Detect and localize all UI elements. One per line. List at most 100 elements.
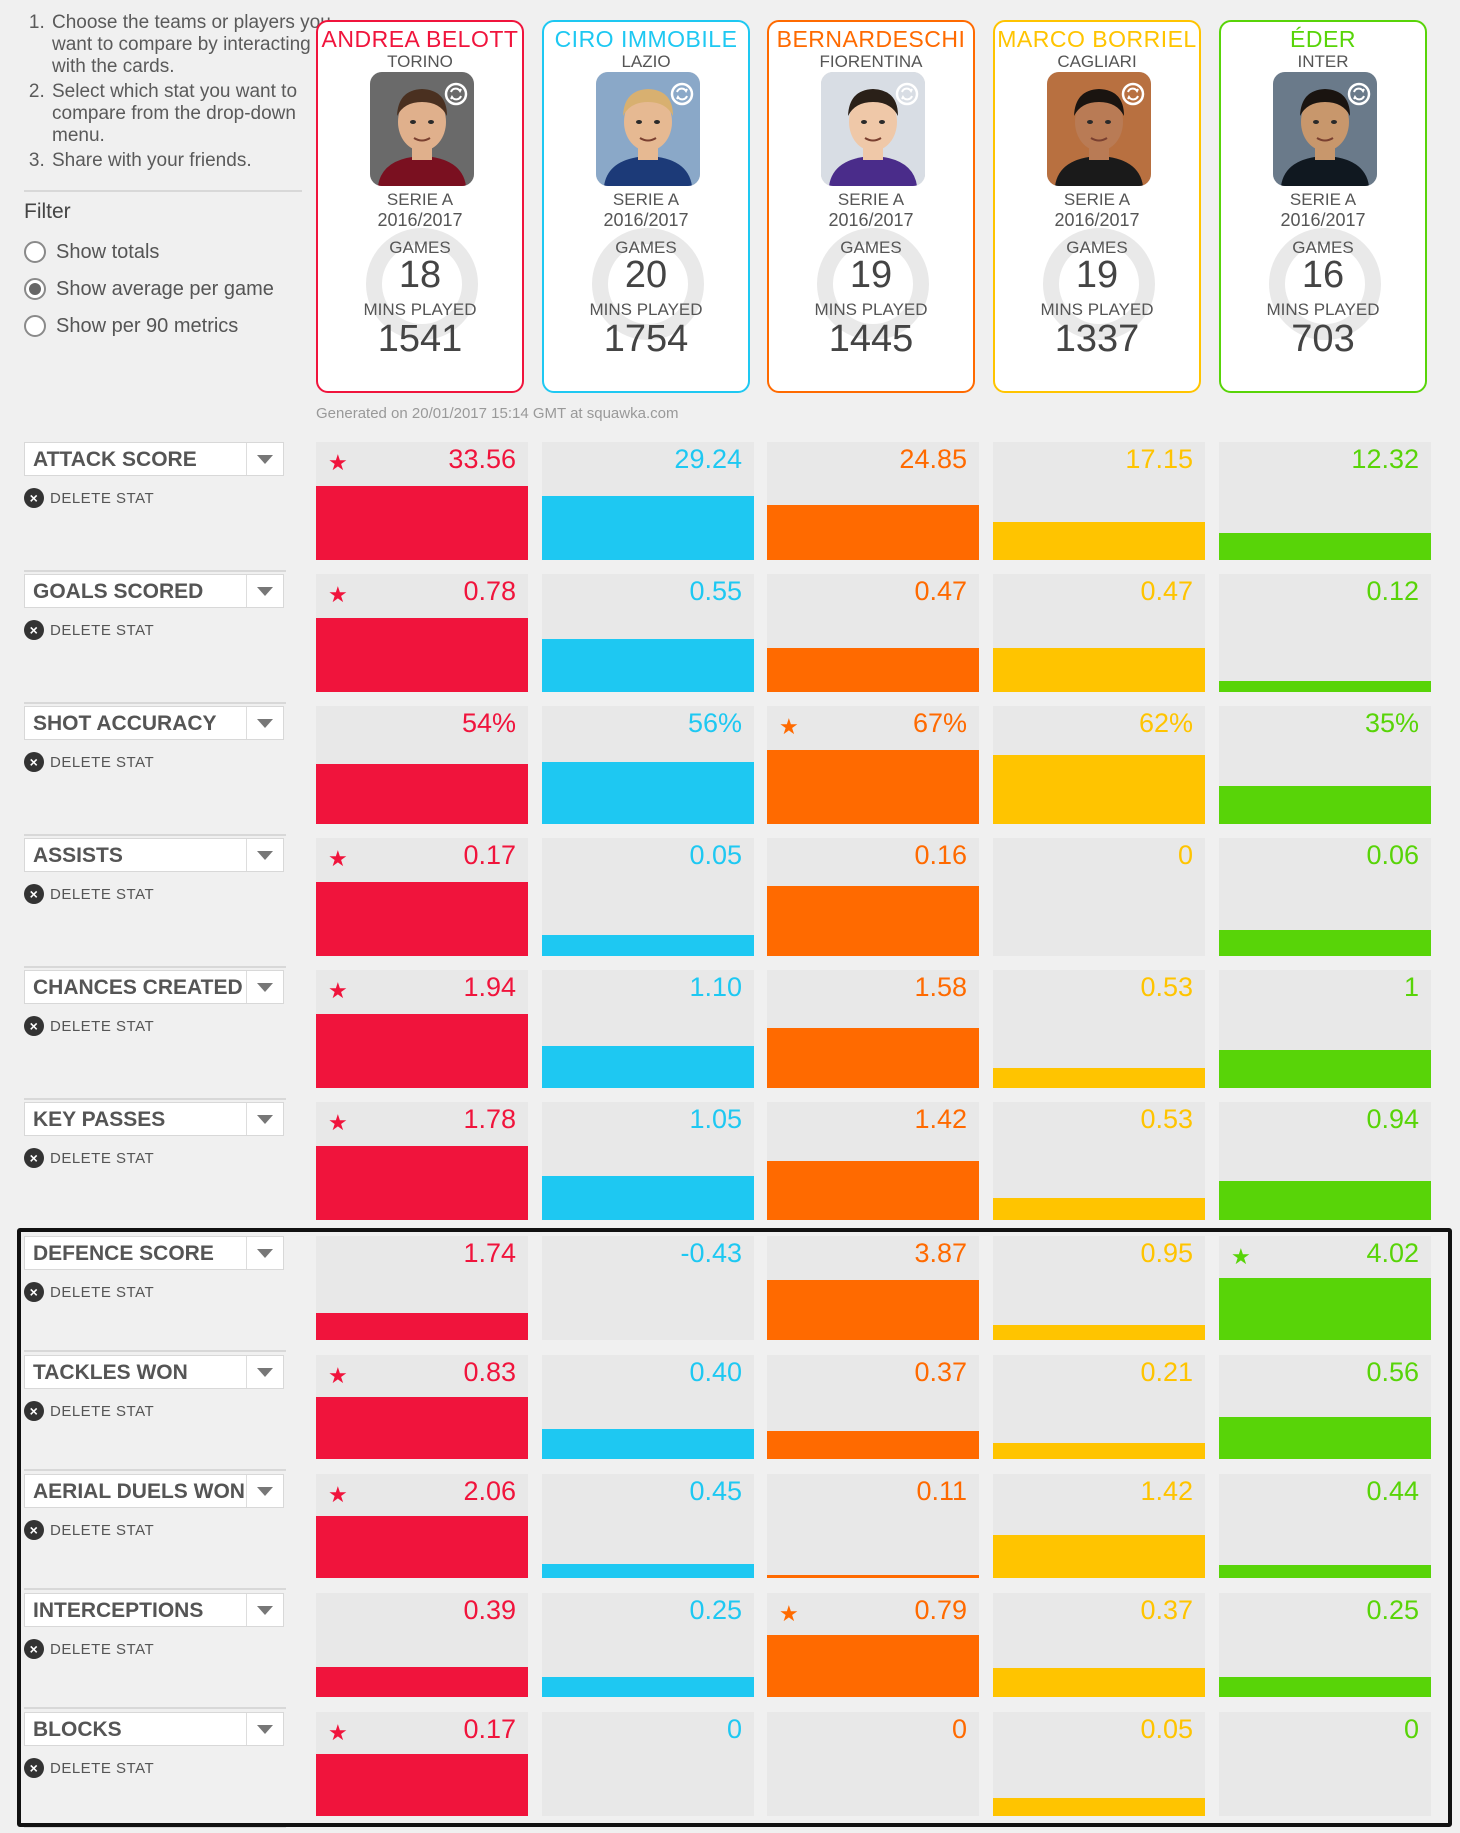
stat-value: 1.05	[689, 1104, 742, 1134]
chevron-down-icon[interactable]	[246, 971, 283, 1003]
instruction-item: Share with your friends.	[50, 150, 340, 172]
stat-cell: 0.05	[993, 1712, 1205, 1816]
stat-cell: 0.44	[1219, 1474, 1431, 1578]
stat-cell: ★ 0.78	[316, 574, 528, 692]
player-league: SERIE A	[386, 190, 454, 209]
star-icon: ★	[1231, 1244, 1251, 1269]
stat-bar	[767, 1161, 979, 1220]
player-photo[interactable]	[1273, 72, 1377, 186]
player-card[interactable]: MARCO BORRIEL CAGLIARI SERIE A 2016/2017…	[993, 20, 1201, 393]
stat-bar	[1219, 1417, 1431, 1459]
stat-value: 0.79	[914, 1595, 967, 1625]
player-card[interactable]: ANDREA BELOTT TORINO SERIE A 2016/2017 G…	[316, 20, 524, 393]
chevron-down-icon[interactable]	[246, 1237, 283, 1269]
stat-bar	[1219, 533, 1431, 560]
stat-row: ATTACK SCORE × DELETE STAT ★ 33.56 29.24…	[0, 442, 1460, 572]
swap-player-icon[interactable]	[670, 82, 694, 106]
delete-stat-button[interactable]: × DELETE STAT	[24, 1399, 154, 1423]
stat-select[interactable]: AERIAL DUELS WON	[24, 1474, 284, 1508]
delete-stat-button[interactable]: × DELETE STAT	[24, 1280, 154, 1304]
player-team: TORINO	[387, 52, 453, 71]
stat-value: 62%	[1138, 708, 1193, 738]
filter-option-totals[interactable]: Show totals	[24, 238, 159, 266]
swap-player-icon[interactable]	[1347, 82, 1371, 106]
player-card[interactable]: BERNARDESCHI FIORENTINA SERIE A 2016/201…	[767, 20, 975, 393]
stat-value: 1.58	[914, 972, 967, 1002]
player-photo[interactable]	[1047, 72, 1151, 186]
stat-select-label: CHANCES CREATED	[33, 976, 243, 999]
radio-button[interactable]	[24, 241, 46, 263]
player-card[interactable]: ÉDER INTER SERIE A 2016/2017 GAMES 16 MI…	[1219, 20, 1427, 393]
player-league: SERIE A	[612, 190, 680, 209]
stat-bar	[542, 639, 754, 692]
chevron-down-icon[interactable]	[246, 839, 283, 871]
stat-bar	[767, 1028, 979, 1088]
delete-stat-button[interactable]: × DELETE STAT	[24, 1637, 154, 1661]
stat-select[interactable]: BLOCKS	[24, 1712, 284, 1746]
stat-cell: 54%	[316, 706, 528, 824]
delete-stat-button[interactable]: × DELETE STAT	[24, 1146, 154, 1170]
games-value: 19	[849, 254, 893, 296]
filter-option-per90[interactable]: Show per 90 metrics	[24, 312, 238, 340]
chevron-down-icon[interactable]	[246, 1713, 283, 1745]
delete-stat-button[interactable]: × DELETE STAT	[24, 486, 154, 510]
stat-bar	[767, 1575, 979, 1578]
swap-player-icon[interactable]	[444, 82, 468, 106]
player-name: BERNARDESCHI	[776, 26, 966, 52]
delete-stat-button[interactable]: × DELETE STAT	[24, 750, 154, 774]
chevron-down-icon[interactable]	[246, 1475, 283, 1507]
stat-select[interactable]: KEY PASSES	[24, 1102, 284, 1136]
stat-value: 0.47	[914, 576, 967, 606]
stat-bar	[993, 1798, 1205, 1816]
swap-player-icon[interactable]	[1121, 82, 1145, 106]
radio-button-selected[interactable]	[24, 278, 46, 300]
stat-select[interactable]: ATTACK SCORE	[24, 442, 284, 476]
chevron-down-icon[interactable]	[246, 575, 283, 607]
stat-select[interactable]: GOALS SCORED	[24, 574, 284, 608]
swap-player-icon[interactable]	[895, 82, 919, 106]
delete-stat-button[interactable]: × DELETE STAT	[24, 1518, 154, 1542]
chevron-down-icon[interactable]	[246, 1594, 283, 1626]
stat-cell: 0.39	[316, 1593, 528, 1697]
stat-cell: 0	[1219, 1712, 1431, 1816]
delete-stat-button[interactable]: × DELETE STAT	[24, 618, 154, 642]
player-photo[interactable]	[370, 72, 474, 186]
chevron-down-icon[interactable]	[246, 443, 283, 475]
player-photo[interactable]	[596, 72, 700, 186]
stat-bar	[542, 762, 754, 824]
player-photo[interactable]	[821, 72, 925, 186]
close-icon: ×	[24, 488, 44, 508]
filter-option-average[interactable]: Show average per game	[24, 275, 274, 303]
delete-stat-button[interactable]: × DELETE STAT	[24, 1014, 154, 1038]
stat-select[interactable]: SHOT ACCURACY	[24, 706, 284, 740]
stat-cell: 0	[767, 1712, 979, 1816]
stat-value: 0.53	[1140, 1104, 1193, 1134]
mins-value: 1754	[603, 318, 689, 360]
player-league: SERIE A	[1063, 190, 1131, 209]
star-icon: ★	[328, 1720, 348, 1745]
stat-value: 1	[1403, 972, 1419, 1002]
stat-value: 1.74	[463, 1238, 516, 1268]
stat-select[interactable]: INTERCEPTIONS	[24, 1593, 284, 1627]
stat-select[interactable]: ASSISTS	[24, 838, 284, 872]
stat-bar	[1219, 1278, 1431, 1340]
star-icon: ★	[779, 714, 799, 739]
stat-bar	[993, 755, 1205, 824]
stat-bar	[316, 1516, 528, 1578]
stat-value: 2.06	[463, 1476, 516, 1506]
delete-stat-button[interactable]: × DELETE STAT	[24, 882, 154, 906]
chevron-down-icon[interactable]	[246, 1103, 283, 1135]
stat-select[interactable]: TACKLES WON	[24, 1355, 284, 1389]
player-card[interactable]: CIRO IMMOBILE LAZIO SERIE A 2016/2017 GA…	[542, 20, 750, 393]
player-name: MARCO BORRIEL	[997, 26, 1197, 52]
delete-stat-button[interactable]: × DELETE STAT	[24, 1756, 154, 1780]
stat-bar	[1219, 1050, 1431, 1088]
stat-select[interactable]: DEFENCE SCORE	[24, 1236, 284, 1270]
chevron-down-icon[interactable]	[246, 1356, 283, 1388]
chevron-down-icon[interactable]	[246, 707, 283, 739]
stat-value: 0	[1403, 1714, 1419, 1744]
star-icon: ★	[328, 1482, 348, 1507]
stat-select[interactable]: CHANCES CREATED	[24, 970, 284, 1004]
divider	[24, 1350, 286, 1352]
radio-button[interactable]	[24, 315, 46, 337]
